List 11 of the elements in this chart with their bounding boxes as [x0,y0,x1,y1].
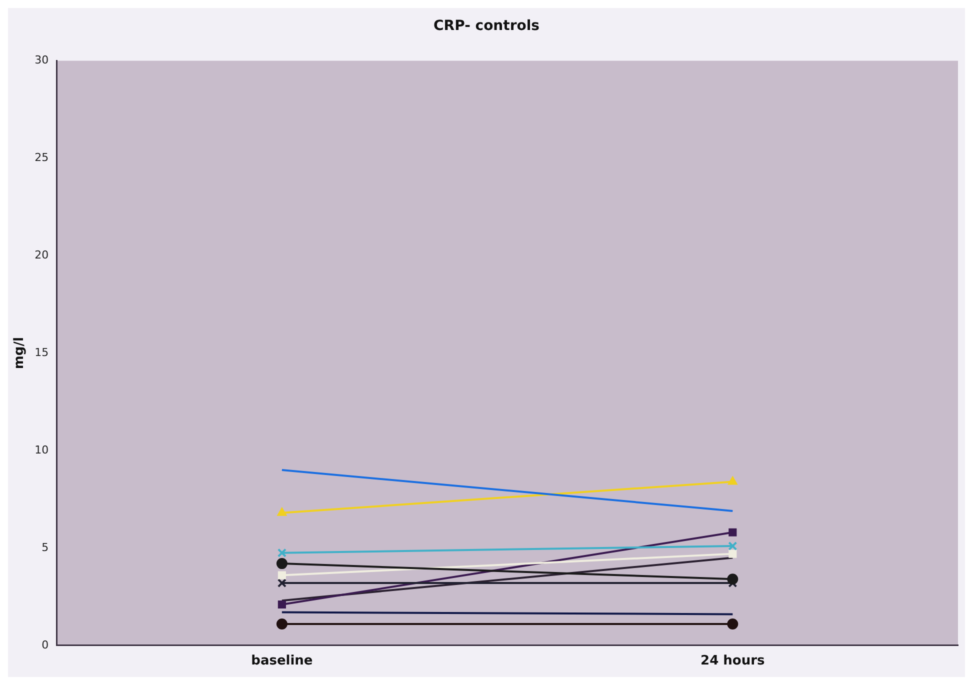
y-tick-label: 0 [42,638,49,652]
y-tick-label: 10 [34,443,49,456]
y-tick-label: 30 [34,54,49,67]
y-tick-label: 15 [34,346,49,359]
x-tick-label: 24 hours [700,654,766,669]
x-tick-label: baseline [251,654,313,669]
y-tick-label: 25 [34,151,49,164]
y-axis-title: mg/l [12,337,28,370]
y-tick-label: 5 [42,540,49,554]
chart-title: CRP- controls [434,18,540,34]
y-tick-label: 20 [34,248,49,262]
